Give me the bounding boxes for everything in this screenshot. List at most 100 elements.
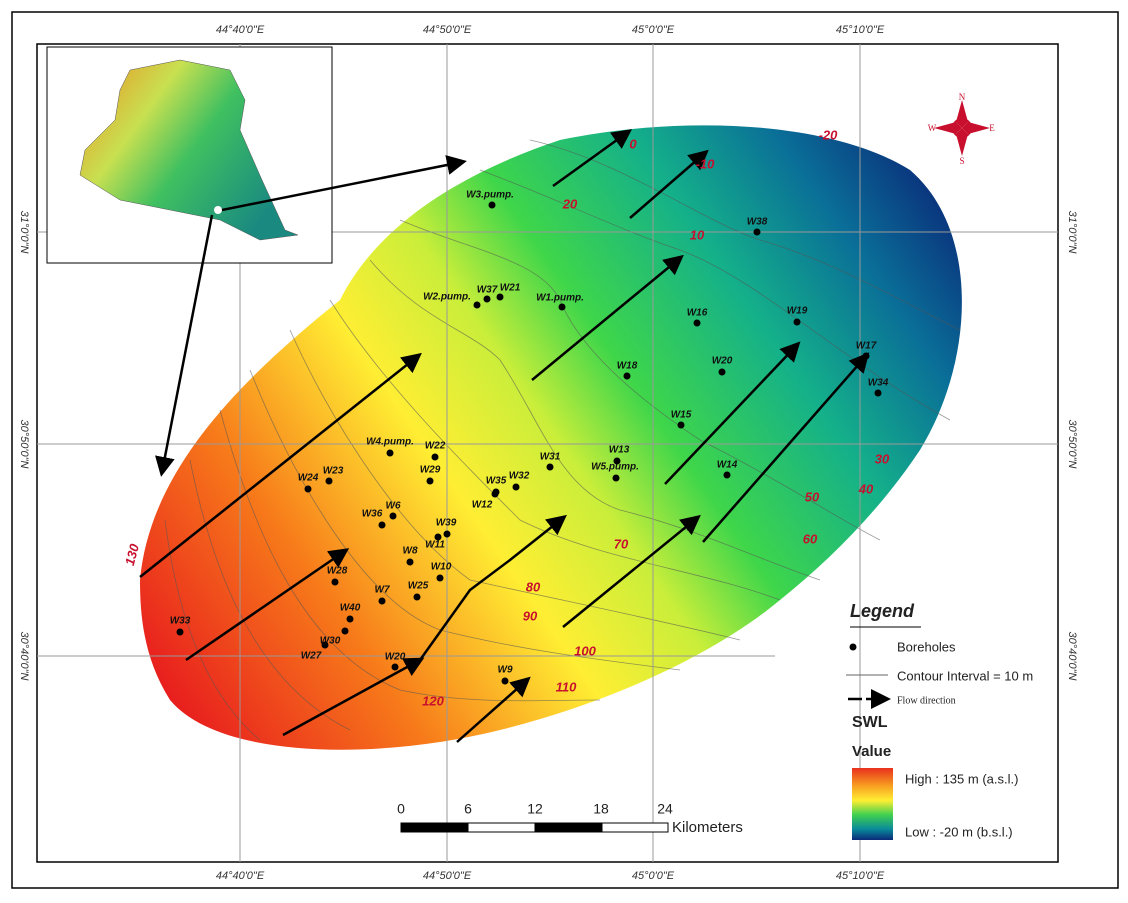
study-area — [214, 206, 222, 214]
compass-label: E — [989, 123, 995, 133]
borehole — [502, 678, 509, 685]
y-coord-label: 30°50'0"N — [1066, 420, 1078, 469]
borehole — [432, 454, 439, 461]
x-coord-label: 45°0'0"E — [632, 870, 675, 882]
well-label: W7 — [375, 585, 390, 596]
well-label: W15 — [671, 410, 692, 421]
well-label: W21 — [500, 283, 521, 294]
well-label: W11 — [425, 540, 445, 551]
legend-item: Flow direction — [897, 695, 956, 706]
legend-item: Contour Interval = 10 m — [897, 668, 1033, 683]
borehole — [489, 202, 496, 209]
borehole — [474, 302, 481, 309]
borehole — [347, 616, 354, 623]
well-label: W37 — [477, 285, 498, 296]
well-label: W23 — [323, 466, 344, 477]
y-coord-label: 30°50'0"N — [18, 420, 30, 469]
well-label: W29 — [420, 465, 441, 476]
borehole — [613, 475, 620, 482]
borehole — [875, 390, 882, 397]
scale-tick-label: 18 — [593, 801, 609, 817]
scale-bar — [401, 823, 668, 832]
contour-label: 120 — [422, 693, 444, 708]
well-label: W3.pump. — [466, 190, 514, 201]
well-label: W19 — [787, 306, 808, 317]
well-label: W13 — [609, 445, 630, 456]
well-label: W17 — [856, 341, 877, 352]
contour-label: 30 — [875, 451, 890, 466]
borehole — [754, 229, 761, 236]
well-label: W14 — [717, 460, 738, 471]
scale-tick-label: 0 — [397, 801, 405, 817]
borehole — [694, 320, 701, 327]
borehole — [305, 486, 312, 493]
well-label: W31 — [540, 452, 561, 463]
legend-value: Value — [852, 743, 891, 760]
x-coord-label: 45°0'0"E — [632, 24, 675, 36]
well-label: W20 — [385, 652, 406, 663]
y-coord-label: 30°40'0"N — [18, 632, 30, 681]
contour-label: 110 — [556, 679, 577, 694]
borehole — [559, 304, 566, 311]
contour-label: 80 — [526, 579, 541, 594]
map: 44°40'0"E44°40'0"E44°50'0"E44°50'0"E45°0… — [0, 0, 1128, 898]
borehole — [322, 642, 329, 649]
well-label: W27 — [301, 651, 322, 662]
contour-label: 0 — [629, 136, 637, 151]
well-label: W38 — [747, 217, 768, 228]
borehole — [863, 353, 870, 360]
borehole — [387, 450, 394, 457]
well-label: W1.pump. — [536, 293, 584, 304]
well-label: W34 — [868, 378, 889, 389]
borehole — [794, 319, 801, 326]
scale-tick-label: 24 — [657, 801, 673, 817]
compass-label: S — [959, 156, 964, 166]
contour-label: -10 — [696, 156, 716, 171]
legend-low: Low : -20 m (b.s.l.) — [905, 824, 1013, 839]
borehole — [392, 664, 399, 671]
legend-title: Legend — [850, 601, 915, 621]
borehole — [332, 579, 339, 586]
well-label: W28 — [327, 566, 348, 577]
well-label: W8 — [403, 546, 418, 557]
legend-item: Boreholes — [897, 639, 956, 654]
borehole — [326, 478, 333, 485]
borehole — [497, 294, 504, 301]
well-label: W24 — [298, 473, 319, 484]
borehole — [437, 575, 444, 582]
borehole — [390, 513, 397, 520]
well-label: W33 — [170, 616, 191, 627]
borehole — [719, 369, 726, 376]
contour-label: 10 — [690, 227, 705, 242]
well-label: W39 — [436, 518, 457, 529]
well-label: W2.pump. — [423, 292, 471, 303]
well-label: W20 — [712, 356, 733, 367]
scale-unit: Kilometers — [672, 819, 743, 836]
x-coord-label: 44°50'0"E — [423, 870, 472, 882]
borehole — [513, 484, 520, 491]
scale-tick-label: 12 — [527, 801, 543, 817]
legend-high: High : 135 m (a.s.l.) — [905, 771, 1018, 786]
contour-label: 20 — [562, 196, 578, 211]
borehole — [724, 472, 731, 479]
well-label: W22 — [425, 441, 446, 452]
well-label: W16 — [687, 308, 708, 319]
contour-label: 60 — [803, 531, 818, 546]
borehole — [427, 478, 434, 485]
borehole — [342, 628, 349, 635]
well-label: W18 — [617, 361, 638, 372]
well-label: W40 — [340, 603, 361, 614]
x-coord-label: 44°50'0"E — [423, 24, 472, 36]
borehole — [492, 491, 499, 498]
contour-label: 70 — [614, 536, 629, 551]
borehole — [444, 531, 451, 538]
well-label: W32 — [509, 471, 530, 482]
contour-label: -20 — [819, 127, 839, 142]
well-label: W9 — [498, 665, 513, 676]
compass-label: W — [928, 123, 937, 133]
scale-tick-label: 6 — [464, 801, 472, 817]
well-label: W10 — [431, 562, 452, 573]
y-coord-label: 31°0'0"N — [1066, 211, 1078, 254]
well-label: W6 — [386, 501, 401, 512]
borehole — [414, 594, 421, 601]
